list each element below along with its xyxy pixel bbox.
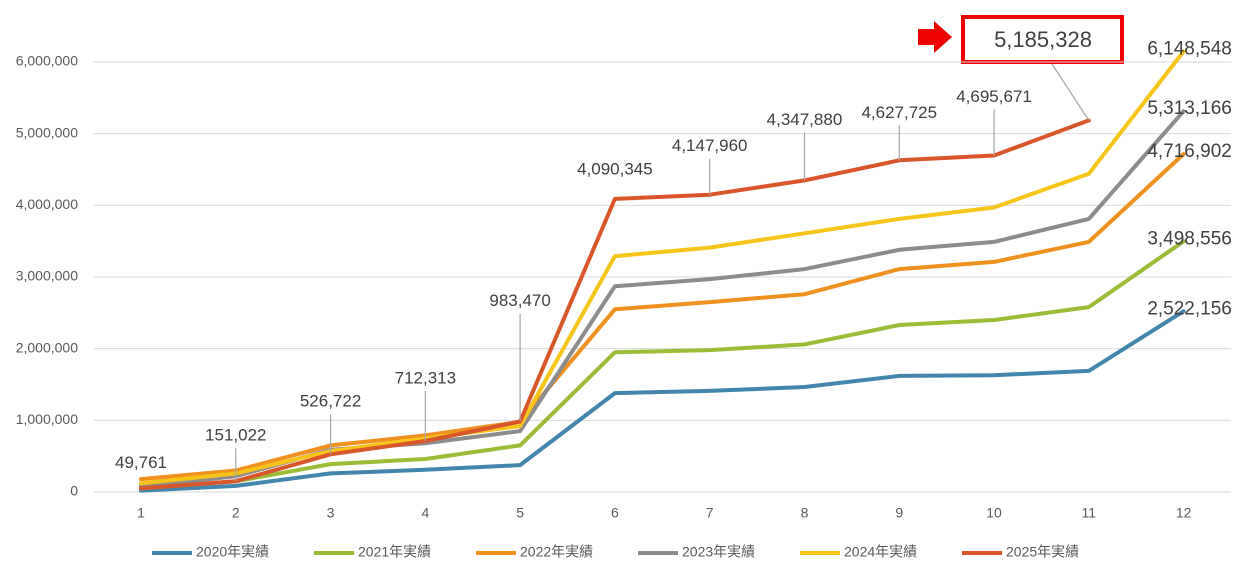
y-tick-label: 0 — [70, 483, 78, 499]
data-label: 49,761 — [115, 453, 167, 472]
data-label: 151,022 — [205, 426, 266, 445]
series-line — [139, 152, 1186, 482]
data-label: 526,722 — [300, 392, 361, 411]
leader-line — [1051, 63, 1090, 121]
x-tick-label: 2 — [232, 505, 240, 521]
data-label: 3,498,556 — [1147, 228, 1232, 249]
x-tick-label: 11 — [1082, 505, 1097, 521]
x-tick-label: 3 — [327, 505, 335, 521]
legend-label: 2024年実績 — [844, 544, 917, 560]
x-tick-label: 7 — [706, 505, 714, 521]
y-tick-label: 1,000,000 — [16, 411, 78, 427]
y-tick-label: 2,000,000 — [16, 339, 78, 355]
legend-label: 2020年実績 — [196, 544, 269, 560]
legend-label: 2025年実績 — [1006, 544, 1079, 560]
x-tick-label: 12 — [1176, 505, 1192, 521]
data-label: 983,470 — [489, 291, 550, 310]
x-tick-label: 4 — [421, 505, 429, 521]
y-tick-label: 5,000,000 — [16, 124, 78, 140]
data-label: 2,522,156 — [1147, 298, 1232, 319]
data-label: 4,347,880 — [767, 110, 843, 129]
series-line — [139, 49, 1186, 486]
series-line — [139, 109, 1186, 489]
x-tick-label: 5 — [516, 505, 524, 521]
legend-label: 2021年実績 — [358, 544, 431, 560]
data-label: 5,185,328 — [994, 27, 1092, 52]
x-tick-label: 1 — [137, 505, 145, 521]
data-label: 6,148,548 — [1147, 38, 1232, 59]
x-tick-label: 8 — [801, 505, 809, 521]
y-tick-label: 6,000,000 — [16, 53, 78, 69]
data-label: 712,313 — [395, 368, 456, 387]
data-label: 4,695,671 — [956, 87, 1032, 106]
x-tick-label: 6 — [611, 505, 619, 521]
x-tick-label: 10 — [986, 505, 1002, 521]
legend-label: 2022年実績 — [520, 544, 593, 560]
legend-label: 2023年実績 — [682, 544, 755, 560]
y-tick-label: 3,000,000 — [16, 268, 78, 284]
data-label: 4,147,960 — [672, 136, 748, 155]
x-tick-label: 9 — [895, 505, 903, 521]
data-label: 4,627,725 — [861, 103, 937, 122]
y-tick-label: 4,000,000 — [16, 196, 78, 212]
series-line — [139, 309, 1186, 493]
series-line — [139, 239, 1186, 491]
data-label: 4,716,902 — [1147, 141, 1232, 162]
highlight-arrow — [918, 21, 952, 53]
series-line — [139, 118, 1091, 491]
data-label: 5,313,166 — [1147, 98, 1232, 119]
data-label: 4,090,345 — [577, 159, 653, 178]
